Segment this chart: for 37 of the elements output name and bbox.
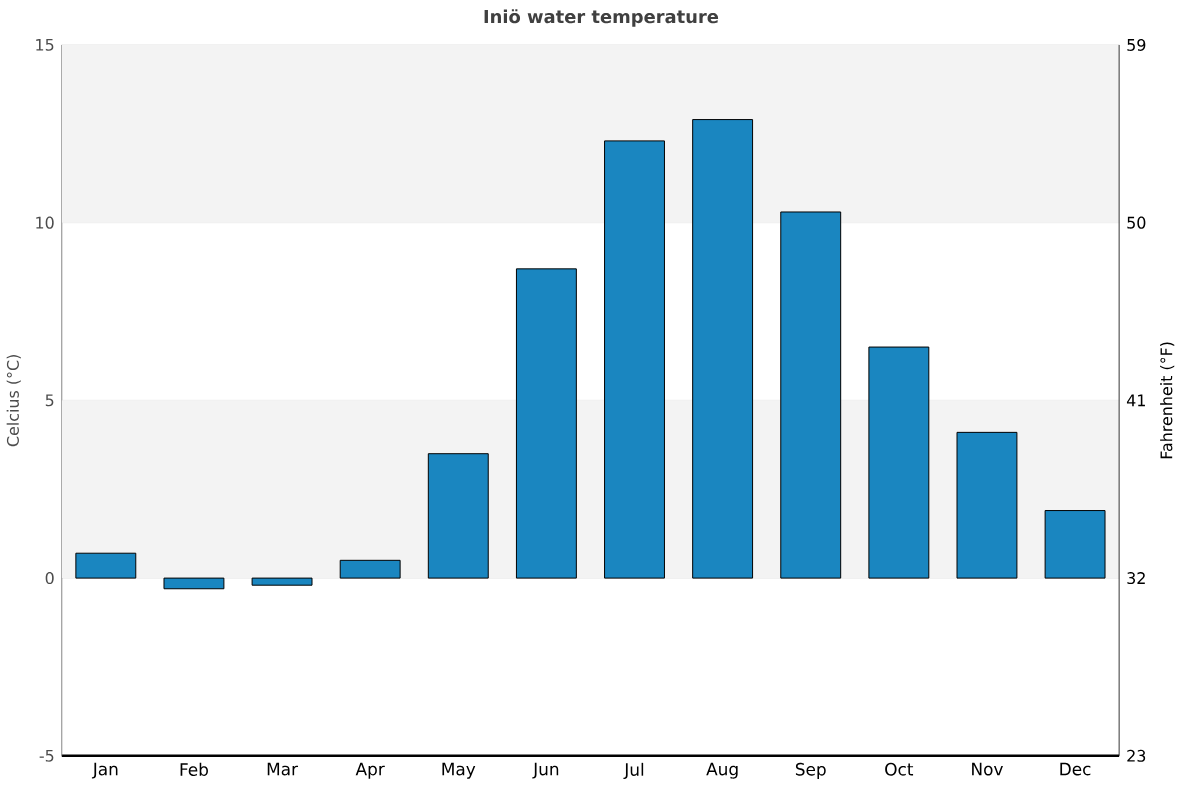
- y2-axis-title: Fahrenheit (°F): [1160, 342, 1175, 459]
- bar: [868, 346, 930, 579]
- x-tick-label: Sep: [795, 762, 826, 780]
- x-tick-label: Apr: [355, 762, 385, 779]
- bar: [604, 140, 665, 579]
- y-tick-label: 0: [45, 572, 54, 585]
- y-tick-label: 5: [45, 394, 54, 407]
- y-tick-label: 15: [36, 39, 54, 51]
- y-tick-label: 10: [36, 216, 54, 229]
- y2-tick-label: 41: [1126, 394, 1145, 407]
- bar: [339, 559, 401, 579]
- x-tick-label: Jan: [91, 762, 118, 779]
- y2-tick-label: 32: [1127, 572, 1145, 585]
- y-tick-label: -5: [39, 750, 54, 762]
- x-tick-label: Aug: [706, 762, 738, 779]
- x-tick-label: Dec: [1060, 762, 1091, 776]
- bar: [956, 431, 1018, 579]
- bar: [1044, 510, 1106, 579]
- bar: [163, 577, 225, 590]
- chart-title: Iniö water temperature: [484, 9, 719, 27]
- x-tick-label: Jun: [532, 762, 559, 779]
- x-tick-label: Nov: [972, 762, 1003, 776]
- bar: [251, 577, 313, 586]
- bar: [427, 453, 489, 579]
- x-tick-label: May: [442, 762, 476, 779]
- bar: [692, 119, 754, 579]
- y2-tick-label: 23: [1127, 749, 1146, 762]
- y2-tick-label: 50: [1127, 216, 1146, 229]
- y-axis-title: Celcius (°C): [6, 355, 21, 447]
- x-tick-label: Oct: [885, 762, 914, 776]
- bar: [780, 211, 842, 579]
- bar: [515, 268, 577, 579]
- bar: [75, 552, 137, 579]
- x-tick-label: Jul: [623, 762, 644, 780]
- x-tick-label: Feb: [180, 762, 208, 777]
- x-tick-label: Mar: [267, 762, 299, 776]
- y2-tick-label: 59: [1127, 39, 1146, 52]
